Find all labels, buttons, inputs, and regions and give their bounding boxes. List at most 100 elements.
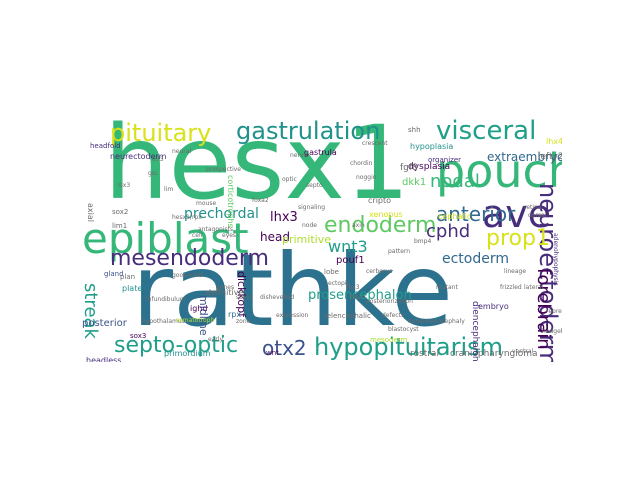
cloud-word: nerve xyxy=(290,152,308,159)
cloud-word: axin xyxy=(352,222,365,229)
cloud-word: ave xyxy=(482,192,552,236)
cloud-word: mesendoderm xyxy=(110,246,269,271)
cloud-word: infundibulum xyxy=(146,296,186,303)
cloud-word: hypopituitarism xyxy=(314,333,504,361)
cloud-word: dysplasia xyxy=(408,162,451,172)
cloud-word: rathke xyxy=(132,232,453,349)
cloud-word: lim1 xyxy=(112,222,128,230)
cloud-word: hesx1/rpx xyxy=(172,214,202,221)
cloud-word: goosecoid xyxy=(172,272,203,279)
cloud-word: lineage xyxy=(504,268,527,275)
cloud-word: wnt3 xyxy=(328,237,368,256)
cloud-word: cerberus xyxy=(366,268,393,275)
cloud-word: posteriorization xyxy=(366,298,413,305)
cloud-word: neurectoderm xyxy=(110,152,167,161)
cloud-word: fate xyxy=(350,294,362,301)
cloud-word: pituitary xyxy=(110,119,212,147)
cloud-word: primitive xyxy=(282,233,331,246)
cloud-word: visceral xyxy=(436,116,537,146)
cloud-word: lhx4 xyxy=(546,137,562,146)
cloud-word: rpx xyxy=(228,310,242,319)
cloud-word: holoprosencephaly xyxy=(408,318,465,325)
cloud-word: ventral xyxy=(512,348,534,355)
cloud-word: headless xyxy=(86,356,122,363)
cloud-word: mouse xyxy=(196,200,217,207)
cloud-word: early xyxy=(208,336,224,343)
cloud-word: ighd xyxy=(190,304,208,313)
cloud-word: cripto xyxy=(368,196,392,205)
cloud-word: xenopus xyxy=(369,210,403,219)
cloud-word: plan xyxy=(120,273,136,281)
cloud-word: nodal xyxy=(430,171,480,192)
cloud-word: retina xyxy=(524,204,542,211)
cloud-word: epiblast xyxy=(82,214,249,263)
cloud-word: gastrulation xyxy=(236,117,381,145)
cloud-word: head xyxy=(260,230,290,244)
cloud-word: crescent xyxy=(362,140,388,147)
cloud-word: blastocyst xyxy=(388,326,419,333)
cloud-word: eyes xyxy=(222,232,237,239)
cloud-word: lateral xyxy=(524,284,544,291)
cloud-word: bmp4 xyxy=(414,238,432,245)
cloud-word: adenohypophysis xyxy=(552,233,559,286)
cloud-word: cephalic xyxy=(438,212,472,221)
cloud-word: tcf3 xyxy=(152,156,164,163)
cloud-word: hypoplasia xyxy=(410,142,454,151)
cloud-word: headfold xyxy=(90,142,121,150)
cloud-word: defects xyxy=(382,312,405,319)
cloud-word: noggin xyxy=(356,174,377,181)
cloud-word: signaling xyxy=(298,204,326,211)
cloud-word: repressor xyxy=(546,308,562,315)
cloud-word: cell xyxy=(192,232,203,239)
cloud-word: prop1 xyxy=(486,226,550,251)
cloud-word: extraembryonic xyxy=(487,150,562,164)
cloud-word: six3 xyxy=(118,182,131,189)
cloud-word: craniopharyngioma xyxy=(450,349,538,359)
cloud-word: telencephalic xyxy=(324,312,371,320)
cloud-word: ectopic xyxy=(328,280,350,287)
cloud-word: rostral xyxy=(410,349,439,359)
cloud-word: prechordal xyxy=(184,206,259,222)
cloud-word: expression xyxy=(276,312,309,319)
cloud-word: axial xyxy=(86,203,95,222)
cloud-word: chordin xyxy=(350,160,373,167)
cloud-word: corticotrophs xyxy=(226,175,235,228)
cloud-word: tbx3 xyxy=(346,284,360,291)
cloud-word: lim xyxy=(164,186,174,193)
cloud-word: cphd xyxy=(426,221,471,242)
cloud-word: streak xyxy=(80,283,101,339)
cloud-word: foxa2 xyxy=(252,197,269,204)
cloud-word: wnt xyxy=(266,349,279,357)
cloud-word: fgf8 xyxy=(400,163,418,173)
cloud-word: primordium xyxy=(164,349,211,358)
cloud-word: lefty2 xyxy=(538,152,562,162)
cloud-word: midline xyxy=(197,295,210,336)
cloud-word: ectoderm xyxy=(442,251,510,267)
cloud-word: pouf1 xyxy=(336,255,365,266)
cloud-word: neural xyxy=(172,148,192,155)
cloud-word: posterior xyxy=(82,318,127,329)
cloud-word: mutant xyxy=(436,284,458,291)
cloud-word: embryo xyxy=(478,302,509,311)
cloud-word: dishevelled xyxy=(260,294,295,301)
cloud-word: pouch xyxy=(436,144,562,198)
cloud-word: gland xyxy=(104,270,124,278)
cloud-word: dorsal xyxy=(528,212,547,219)
cloud-word: frizzled xyxy=(500,284,522,291)
cloud-word: septo-optic xyxy=(114,333,239,358)
cloud-word: prospective xyxy=(206,166,242,173)
cloud-word: hypothalamus xyxy=(142,318,185,325)
cloud-word: gsc xyxy=(148,170,159,177)
cloud-word: shh xyxy=(408,126,421,134)
cloud-word: sox3 xyxy=(130,332,147,340)
cloud-word: anterior xyxy=(436,202,516,226)
cloud-word: antagonists xyxy=(198,226,234,233)
cloud-word: sox2 xyxy=(112,208,129,216)
cloud-word: hedgehog xyxy=(542,328,562,335)
cloud-word: node xyxy=(302,222,317,229)
cloud-word: dkk1 xyxy=(402,177,427,188)
cloud-word: sonic xyxy=(236,294,252,301)
cloud-word: prosencephalon xyxy=(308,288,412,303)
cloud-word: pattern xyxy=(388,248,411,255)
